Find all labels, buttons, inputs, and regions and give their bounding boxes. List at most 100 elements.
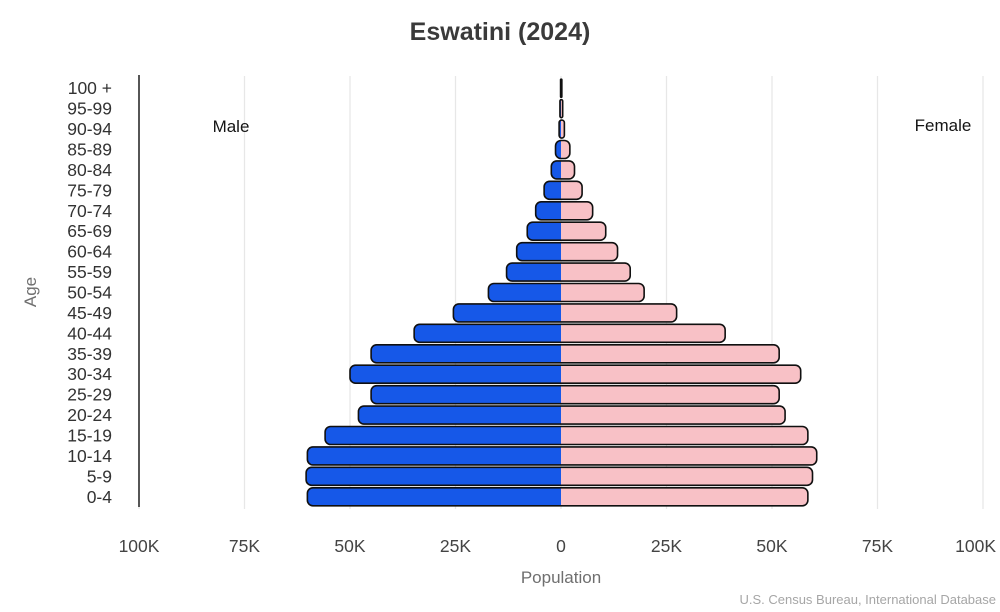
- bar-outline-95-99: [559, 98, 564, 119]
- male-series-label: Male: [213, 117, 250, 136]
- bar-outline-0-4: [306, 486, 809, 507]
- pyramid-row-100 +: [559, 78, 563, 99]
- x-tick-label: 100K: [119, 536, 160, 556]
- bar-male-30-34[interactable]: [348, 363, 561, 385]
- bar-male-35-39[interactable]: [369, 343, 561, 365]
- bar-male-80-84[interactable]: [549, 159, 561, 181]
- bar-outline-65-69: [526, 221, 607, 242]
- bar-male-50-54[interactable]: [486, 282, 561, 304]
- pyramid-row-15-19: [323, 425, 810, 447]
- age-tick-label: 15-19: [67, 426, 112, 446]
- bar-male-15-19[interactable]: [323, 425, 561, 447]
- bar-female-20-24[interactable]: [561, 404, 787, 426]
- bar-female-35-39[interactable]: [561, 343, 781, 365]
- bar-female-40-44[interactable]: [561, 322, 727, 344]
- pyramid-row-30-34: [348, 363, 803, 385]
- age-tick-label: 95-99: [67, 99, 112, 119]
- bar-outline-25-29: [370, 384, 780, 405]
- bar-female-70-74[interactable]: [561, 200, 595, 222]
- age-tick-label: 75-79: [67, 180, 112, 200]
- pyramid-row-10-14: [305, 445, 819, 467]
- bar-male-90-94[interactable]: [557, 118, 561, 140]
- bar-male-40-44[interactable]: [412, 322, 561, 344]
- female-series-label: Female: [915, 116, 972, 135]
- bar-female-85-89[interactable]: [561, 139, 572, 161]
- pyramid-row-95-99: [559, 98, 565, 120]
- source-attribution: U.S. Census Bureau, International Databa…: [739, 592, 996, 607]
- bar-outline-5-9: [305, 466, 814, 487]
- bar-female-75-79[interactable]: [561, 179, 584, 201]
- x-tick-label: 0: [556, 536, 566, 556]
- bar-female-65-69[interactable]: [561, 220, 608, 242]
- pyramid-row-85-89: [554, 139, 572, 161]
- bar-female-10-14[interactable]: [561, 445, 819, 467]
- bar-male-0-4[interactable]: [305, 486, 561, 508]
- y-axis-title: Age: [21, 277, 40, 307]
- bar-female-25-29[interactable]: [561, 384, 781, 406]
- bar-outline-60-64: [515, 241, 619, 262]
- bar-male-85-89[interactable]: [554, 139, 561, 161]
- pyramid-row-0-4: [305, 486, 810, 508]
- bar-male-70-74[interactable]: [534, 200, 561, 222]
- pyramid-row-70-74: [534, 200, 595, 222]
- bar-male-75-79[interactable]: [542, 179, 561, 201]
- age-tick-label: 35-39: [67, 344, 112, 364]
- pyramid-row-75-79: [542, 179, 584, 201]
- age-tick-label: 5-9: [87, 466, 112, 486]
- age-tick-label: 100 +: [68, 78, 112, 98]
- bar-outline-85-89: [554, 139, 571, 160]
- bar-female-90-94[interactable]: [561, 118, 566, 140]
- bar-female-60-64[interactable]: [561, 241, 620, 263]
- age-tick-label: 65-69: [67, 221, 112, 241]
- pyramid-row-5-9: [304, 465, 815, 487]
- age-tick-label: 0-4: [87, 487, 113, 507]
- bar-male-65-69[interactable]: [525, 220, 561, 242]
- x-tick-label: 50K: [756, 536, 787, 556]
- bar-outline-75-79: [543, 180, 583, 201]
- x-tick-label: 25K: [440, 536, 471, 556]
- bar-male-5-9[interactable]: [304, 465, 561, 487]
- bar-female-80-84[interactable]: [561, 159, 577, 181]
- bar-outline-80-84: [550, 160, 576, 180]
- bar-male-10-14[interactable]: [305, 445, 561, 467]
- bar-male-55-59[interactable]: [505, 261, 561, 283]
- bar-female-30-34[interactable]: [561, 363, 803, 385]
- pyramid-row-80-84: [549, 159, 577, 181]
- age-tick-label: 40-44: [67, 323, 112, 343]
- x-tick-label: 50K: [334, 536, 365, 556]
- bar-female-15-19[interactable]: [561, 425, 810, 447]
- age-tick-labels: 100 +95-9990-9485-8980-8475-7970-7465-69…: [67, 78, 112, 507]
- age-tick-label: 10-14: [67, 446, 112, 466]
- bar-outline-30-34: [349, 364, 802, 385]
- bar-outline-10-14: [306, 446, 818, 466]
- bar-outline-15-19: [324, 425, 809, 446]
- age-tick-label: 90-94: [67, 119, 112, 139]
- bar-female-50-54[interactable]: [561, 282, 646, 304]
- bar-male-60-64[interactable]: [515, 241, 561, 263]
- pyramid-row-90-94: [557, 118, 566, 140]
- bar-male-20-24[interactable]: [356, 404, 561, 426]
- pyramid-row-55-59: [505, 261, 632, 283]
- bar-outline-55-59: [505, 262, 632, 282]
- bar-female-45-49[interactable]: [561, 302, 679, 324]
- pyramid-row-20-24: [356, 404, 787, 426]
- x-axis-title: Population: [521, 568, 601, 587]
- chart-title: Eswatini (2024): [410, 18, 591, 46]
- x-tick-label: 25K: [651, 536, 682, 556]
- age-tick-label: 45-49: [67, 303, 112, 323]
- bar-female-55-59[interactable]: [561, 261, 632, 283]
- pyramid-row-65-69: [525, 220, 608, 242]
- bar-female-0-4[interactable]: [561, 486, 810, 508]
- bar-male-45-49[interactable]: [451, 302, 561, 324]
- bar-male-25-29[interactable]: [369, 384, 561, 406]
- bar-female-95-99[interactable]: [561, 98, 565, 120]
- pyramid-row-60-64: [515, 241, 620, 263]
- x-tick-label: 75K: [862, 536, 893, 556]
- bar-outline-35-39: [370, 343, 780, 364]
- pyramid-row-45-49: [451, 302, 679, 324]
- bar-outline-90-94: [558, 119, 566, 139]
- bar-female-5-9[interactable]: [561, 465, 815, 487]
- pyramid-row-25-29: [369, 384, 781, 406]
